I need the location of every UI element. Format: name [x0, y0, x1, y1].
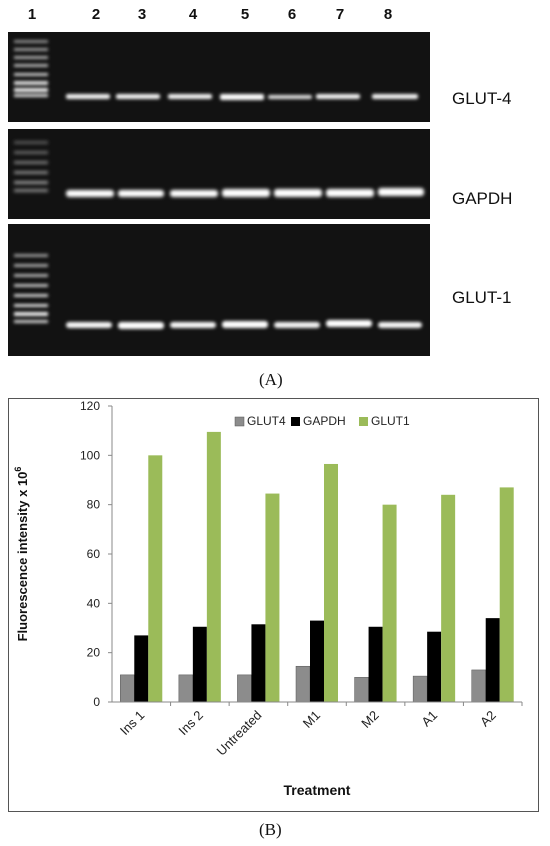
y-tick-label: 80: [87, 498, 101, 512]
gel-band: [222, 321, 268, 328]
y-tick-label: 20: [87, 646, 101, 660]
gel-band: [118, 322, 164, 329]
legend-swatch-gapdh: [291, 417, 300, 426]
bar-gapdh-a2: [485, 618, 500, 702]
bar-glut4-a2: [471, 669, 486, 703]
gel-label-glut1: GLUT-1: [452, 288, 512, 307]
chart-frame: 0 20 40 60 80 100 120 Ins 1 Ins 2 Untreated M1 M2 A…: [8, 398, 539, 812]
bar-gapdh-untreated: [251, 624, 266, 702]
bar-gapdh-ins-2: [192, 626, 207, 702]
lane-number: 6: [287, 6, 297, 23]
gel-band: [326, 320, 372, 327]
y-tick-label: 60: [87, 547, 101, 561]
gel-band: [66, 322, 112, 328]
bar-glut1-ins-2: [206, 431, 221, 702]
bar-glut1-m1: [324, 463, 338, 702]
gel-band: [372, 94, 418, 99]
bar-marks: [120, 431, 514, 703]
lane-number: 1: [27, 6, 37, 23]
gel-band: [118, 190, 164, 197]
bar-chart: 0 20 40 60 80 100 120 Ins 1 Ins 2 Untreated M1 M2 A…: [13, 399, 523, 798]
gel-band: [326, 189, 374, 197]
bar-gapdh-a1: [427, 631, 442, 702]
x-axis-label: Treatment: [284, 782, 351, 798]
y-tick-label: 0: [93, 695, 100, 709]
x-tick-label: A2: [477, 708, 499, 730]
x-tick-label: Untreated: [214, 708, 265, 759]
gel-bands-gapdh: [8, 129, 430, 219]
y-axis-label-text: Fluorescence intensity x 10: [15, 472, 30, 642]
gel-band: [116, 94, 160, 99]
gel-image-glut1: [8, 224, 430, 356]
bar-glut4-a1: [412, 675, 428, 703]
x-tick-label: M2: [358, 708, 381, 731]
gel-image-glut4: [8, 32, 430, 122]
bar-glut4-ins-2: [178, 674, 194, 703]
gel-band: [170, 322, 216, 328]
legend-label-glut4: GLUT4: [247, 414, 286, 428]
y-tick-label: 40: [87, 596, 101, 610]
x-tick-label: M1: [300, 708, 323, 731]
bar-glut1-a1: [441, 494, 456, 702]
lane-number: 5: [240, 6, 250, 23]
legend-swatch-glut1: [359, 417, 368, 426]
bar-gapdh-m1: [310, 620, 324, 702]
bar-glut4-ins-1: [120, 674, 135, 703]
bar-glut4-untreated: [237, 674, 252, 703]
lane-number-row: 1 2 3 4 5 6 7 8: [10, 4, 430, 28]
gel-band: [66, 190, 114, 197]
gel-band: [168, 94, 212, 99]
gel-band: [316, 94, 360, 99]
bar-gapdh-ins-1: [134, 635, 149, 702]
panel-label-a: (A): [259, 370, 283, 389]
legend-label-glut1: GLUT1: [371, 414, 410, 428]
bar-glut1-ins-1: [148, 455, 163, 702]
chart-legend: GLUT4 GAPDH GLUT1: [234, 414, 410, 428]
gel-band: [274, 322, 320, 328]
legend-swatch-glut4: [234, 416, 245, 427]
lane-number: 8: [383, 6, 393, 23]
lane-number: 3: [137, 6, 147, 23]
gel-band: [274, 189, 322, 197]
gel-image-gapdh: [8, 129, 430, 219]
ladder-lane: [14, 40, 48, 97]
gel-bands-glut4: [8, 32, 430, 122]
gel-band: [170, 190, 218, 197]
gel-band: [66, 94, 110, 99]
gel-label-gapdh: GAPDH: [452, 189, 513, 208]
gel-band: [268, 95, 312, 99]
lane-number: 2: [91, 6, 101, 23]
legend-label-gapdh: GAPDH: [303, 414, 346, 428]
bar-glut4-m1: [295, 665, 311, 703]
ladder-lane: [14, 141, 48, 192]
x-tick-label: A1: [418, 708, 440, 730]
bar-gapdh-m2: [368, 626, 383, 702]
bar-glut1-m2: [382, 504, 397, 702]
gel-band: [378, 322, 422, 328]
x-tick-label: Ins 2: [175, 708, 206, 739]
lane-number: 4: [188, 6, 198, 23]
bar-glut4-m2: [354, 677, 369, 703]
bar-glut1-a2: [499, 487, 514, 702]
y-axis-label: Fluorescence intensity x 106: [13, 467, 30, 642]
y-axis-ticks: 0 20 40 60 80 100 120: [80, 399, 112, 709]
x-axis-ticks: Ins 1 Ins 2 Untreated M1 M2 A1 A2: [117, 702, 523, 759]
ladder-lane: [14, 254, 48, 323]
gel-label-glut4: GLUT-4: [452, 89, 512, 108]
gel-bands-glut1: [8, 224, 430, 356]
lane-number: 7: [335, 6, 345, 23]
bar-glut1-untreated: [265, 493, 280, 702]
y-tick-label: 100: [80, 448, 100, 462]
gel-band: [378, 188, 424, 196]
x-tick-label: Ins 1: [117, 708, 148, 739]
gel-band: [222, 189, 270, 197]
y-axis-label-exponent: 6: [13, 467, 23, 472]
y-tick-label: 120: [80, 399, 100, 413]
gel-band: [220, 94, 264, 100]
panel-label-b: (B): [259, 820, 282, 839]
